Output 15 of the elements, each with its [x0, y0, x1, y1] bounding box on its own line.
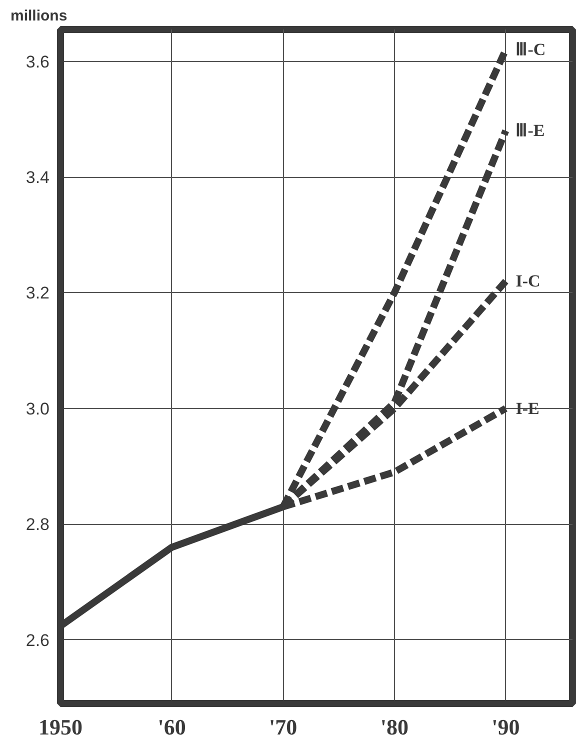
y-tick-label: 3.4: [26, 168, 50, 188]
series-label: Ⅲ-C: [516, 40, 546, 60]
series-label: I-C: [516, 272, 540, 291]
y-tick-label: 2.8: [26, 515, 50, 534]
x-tick-label: '70: [269, 714, 298, 740]
y-tick-label: 3.2: [26, 284, 50, 303]
y-tick-label: 3.6: [26, 52, 50, 72]
x-tick-label: 1950: [38, 714, 82, 740]
x-tick-label: '90: [492, 714, 520, 740]
y-tick-label: 3.0: [26, 399, 50, 418]
y-tick-label: 2.6: [26, 630, 50, 650]
x-tick-label: '80: [380, 714, 408, 740]
x-tick-label: '60: [158, 714, 186, 740]
series-label: Ⅲ-E: [516, 121, 545, 140]
y-axis-title: millions: [10, 8, 68, 24]
